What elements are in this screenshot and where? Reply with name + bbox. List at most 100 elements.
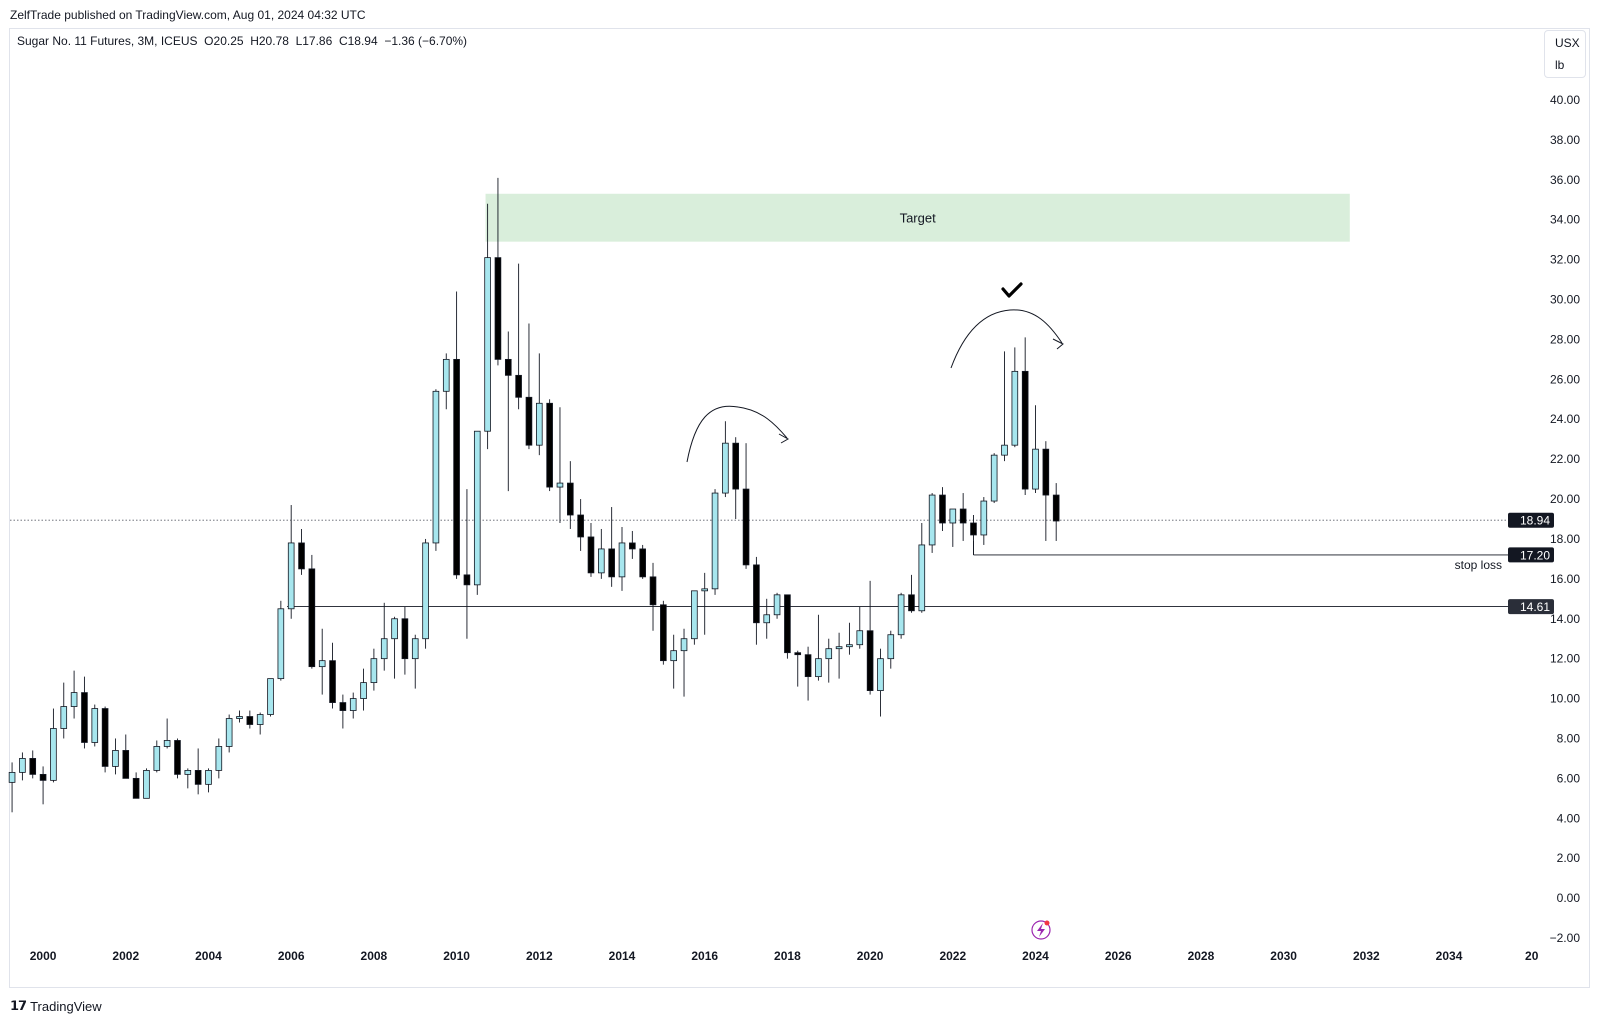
candle-body [19,758,26,773]
candle-body [380,638,388,660]
candle-body [339,702,347,711]
stop-loss-bg [1508,547,1554,563]
candle-body [598,548,605,574]
candle-body [132,777,140,799]
candle-body [360,682,367,699]
y-tick-label: 6.00 [1557,771,1581,785]
candle-body [825,648,833,660]
y-tick-label: 12.00 [1550,652,1580,666]
chart-frame [9,28,1590,988]
event-dot [1044,920,1050,926]
y-tick-label: 14.00 [1550,612,1580,626]
candle-body [939,494,946,524]
candle-body [567,482,574,516]
x-tick-label: 2034 [1436,949,1463,963]
unit-label: lb [1555,58,1565,72]
x-tick-label: 2012 [526,949,553,963]
candle-body [153,746,161,771]
candle-body [81,692,88,743]
candle-body [298,542,305,570]
candle-body [577,514,584,538]
candle-body [608,548,615,578]
candle-body [587,536,595,574]
support-label: 14.61 [1520,600,1550,614]
currency-label: USX [1555,36,1580,50]
x-tick-label: 2006 [278,949,305,963]
candle-body [143,770,150,799]
candle-body [897,594,905,636]
candle-body [618,542,626,578]
candle-body [205,770,212,785]
target-zone [485,193,1350,242]
arc-arrow-2023-head [1052,338,1064,350]
candle-body [39,773,47,781]
candle-body [918,544,926,612]
x-tick-label: 2022 [939,949,966,963]
y-tick-label: −2.00 [1550,931,1581,945]
candle-body [504,358,512,376]
brand-name: TradingView [30,998,102,1014]
last-price-bg [1508,512,1554,528]
tradingview-brand[interactable]: 𝟭𝟳 TradingView [10,998,102,1014]
x-tick-label: 20 [1525,949,1539,963]
candle-body [349,698,357,711]
candle-body [970,522,977,536]
candle-body [794,652,802,656]
candle-body [112,750,119,767]
candle-body [990,454,998,502]
candle-body [639,548,646,578]
candle-body [763,614,771,624]
currency-unit-selector[interactable]: USX lb [1544,30,1586,78]
candle-body [887,634,895,660]
y-tick-label: 8.00 [1557,731,1581,745]
y-tick-label: 34.00 [1550,213,1580,227]
y-tick-label: 10.00 [1550,692,1580,706]
candle-body [370,658,378,684]
candle-body [515,374,522,398]
symbol-info: Sugar No. 11 Futures, 3M, ICEUS O20.25 H… [17,34,468,48]
events-circle [1031,920,1051,940]
candle-body [101,708,109,767]
candle-body [959,508,967,524]
candle-body [629,542,636,550]
support-bg [1508,599,1554,615]
candle-body [8,771,16,783]
checkmark-icon [1001,282,1023,298]
candle-body [773,594,781,616]
candle-body [1011,370,1019,446]
arc-arrow-2016 [686,405,788,463]
candle-body [60,706,68,729]
y-tick-label: 38.00 [1550,133,1580,147]
y-tick-label: 16.00 [1550,572,1580,586]
candle-body [50,728,57,781]
candle-body [722,442,729,494]
y-tick-label: 26.00 [1550,372,1580,386]
x-tick-label: 2014 [609,949,636,963]
x-tick-label: 2004 [195,949,222,963]
candle-body [1032,448,1039,490]
candle-body [453,358,460,576]
y-tick-label: 24.00 [1550,412,1580,426]
candle-body [174,740,181,775]
candle-body [308,568,316,668]
y-tick-label: 4.00 [1557,811,1581,825]
x-tick-label: 2020 [857,949,884,963]
candle-body [711,492,719,590]
candle-body [680,638,688,652]
candle-body [29,758,37,775]
candle-body [318,660,326,668]
candle-body [122,750,130,779]
candle-body [742,488,750,566]
candle-body [442,358,450,392]
y-tick-label: 28.00 [1550,332,1580,346]
candle-body [1052,494,1060,522]
candle-body [411,638,419,660]
y-tick-label: 36.00 [1550,173,1580,187]
y-tick-label: 20.00 [1550,492,1580,506]
candle-body [980,500,988,536]
publisher-line: ZelfTrade published on TradingView.com, … [10,8,366,22]
candle-body [701,588,709,592]
candle-body [649,576,657,606]
candle-body [949,508,957,524]
